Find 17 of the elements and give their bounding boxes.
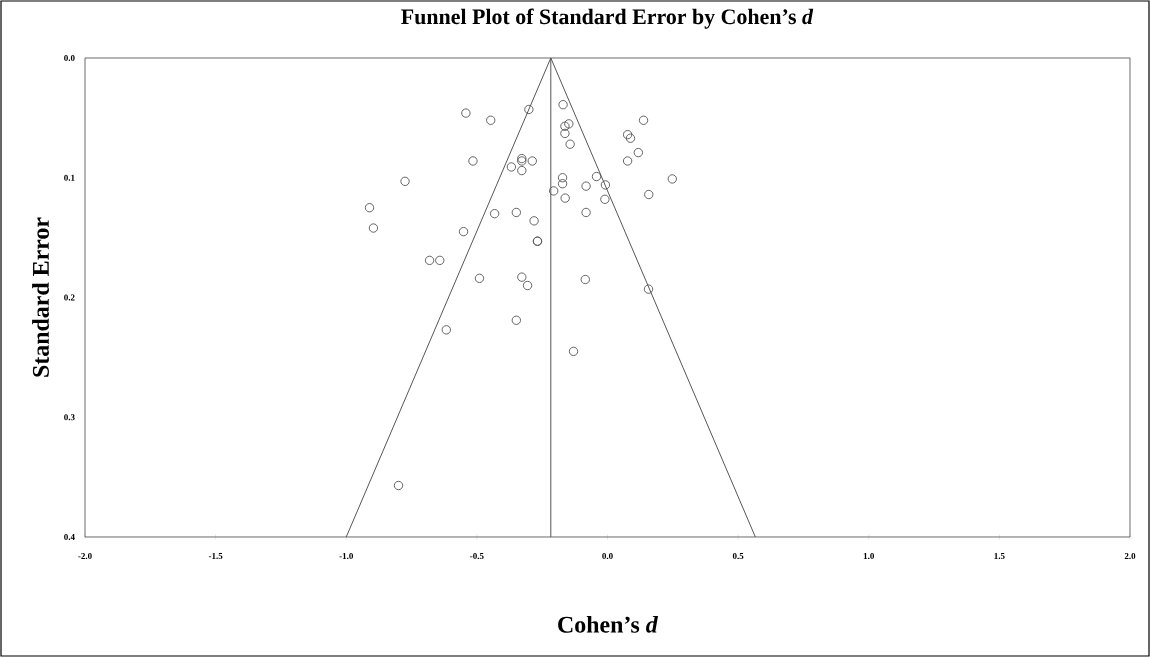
y-tick-label: 0.0 bbox=[64, 54, 75, 62]
x-tick-label: 2.0 bbox=[1124, 553, 1136, 560]
x-tick-label: 0.5 bbox=[732, 553, 744, 560]
y-tick-label: 0.2 bbox=[64, 294, 75, 301]
y-tick-label: 0.4 bbox=[64, 533, 75, 541]
x-tick-label: -1.5 bbox=[208, 553, 223, 560]
x-tick-label: -0.5 bbox=[470, 553, 484, 560]
x-tick-label: 0.0 bbox=[602, 553, 613, 560]
x-tick-label: -2.0 bbox=[78, 553, 92, 560]
x-tick-label: 1.5 bbox=[994, 553, 1005, 560]
x-axis-title: Cohen’s d bbox=[558, 615, 659, 633]
x-tick-label: -1.0 bbox=[339, 553, 354, 560]
y-axis-title: Standard Error bbox=[32, 217, 49, 377]
y-tick-label: 0.3 bbox=[64, 414, 75, 421]
chart-title: Funnel Plot of Standard Error by Cohen’s d bbox=[401, 8, 814, 29]
x-tick-label: 1.0 bbox=[863, 553, 874, 560]
y-tick-label: 0.1 bbox=[64, 174, 75, 181]
